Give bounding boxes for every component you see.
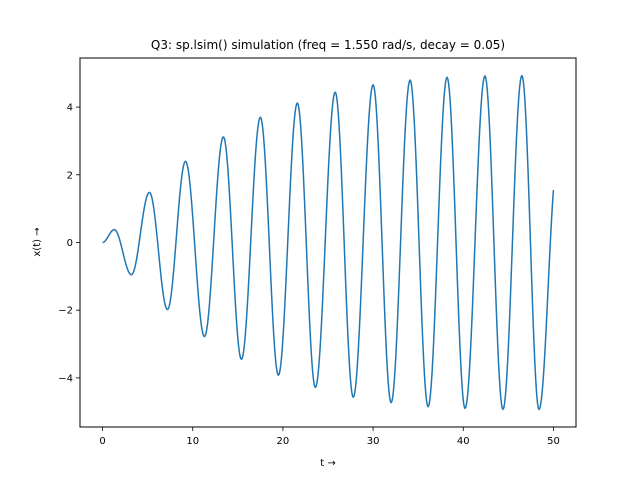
y-axis: −4 −2 0 2 4 [58, 103, 80, 384]
y-tick-label: 0 [67, 238, 73, 249]
y-tick-label: −2 [58, 306, 73, 317]
y-tick-label: 4 [67, 103, 73, 114]
y-axis-label: x(t) → [32, 227, 43, 256]
x-tick-label: 40 [457, 436, 470, 447]
chart-title: Q3: sp.lsim() simulation (freq = 1.550 r… [151, 38, 505, 52]
x-tick-label: 50 [547, 436, 560, 447]
y-tick-label: −4 [58, 373, 73, 384]
y-tick-label: 2 [67, 170, 73, 181]
x-tick-label: 20 [277, 436, 290, 447]
x-axis-label: t → [320, 458, 335, 469]
x-axis: 0 10 20 30 40 50 [99, 427, 560, 447]
x-tick-label: 30 [367, 436, 380, 447]
x-tick-label: 10 [186, 436, 199, 447]
series-line [102, 74, 555, 411]
series-layer [102, 74, 555, 411]
x-tick-label: 0 [99, 436, 105, 447]
